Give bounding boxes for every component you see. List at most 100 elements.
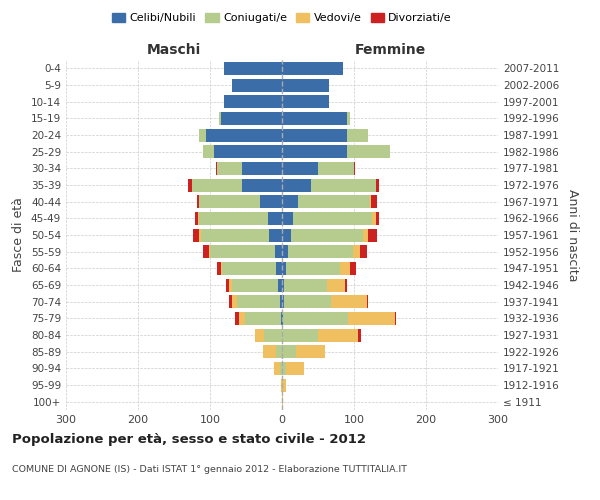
Bar — [242, 178, 282, 192]
Bar — [282, 178, 311, 192]
Bar — [199, 128, 206, 141]
Bar — [282, 145, 347, 158]
Bar — [278, 278, 282, 291]
Bar — [298, 195, 370, 208]
Bar — [340, 262, 350, 275]
Bar — [206, 128, 282, 141]
Bar — [209, 245, 210, 258]
Bar — [282, 112, 347, 125]
Bar — [354, 162, 355, 175]
Bar — [358, 328, 361, 342]
Bar — [350, 262, 356, 275]
Bar — [290, 228, 362, 241]
Bar — [282, 312, 283, 325]
Y-axis label: Fasce di età: Fasce di età — [13, 198, 25, 272]
Bar — [347, 145, 390, 158]
Text: Popolazione per età, sesso e stato civile - 2012: Popolazione per età, sesso e stato civil… — [12, 432, 366, 446]
Bar — [282, 212, 293, 225]
Bar — [328, 278, 346, 291]
Bar — [236, 295, 280, 308]
Bar — [282, 245, 288, 258]
Bar — [346, 278, 347, 291]
Bar — [293, 212, 372, 225]
Bar — [280, 295, 282, 308]
Bar — [274, 362, 280, 375]
Bar — [188, 178, 192, 192]
Bar — [269, 228, 282, 241]
Bar — [282, 295, 284, 308]
Bar — [260, 195, 282, 208]
Bar — [226, 278, 229, 291]
Bar — [263, 345, 276, 358]
Bar — [220, 112, 221, 125]
Bar — [210, 245, 275, 258]
Bar — [197, 195, 199, 208]
Bar — [229, 295, 232, 308]
Bar — [296, 345, 325, 358]
Bar — [347, 128, 368, 141]
Bar — [224, 62, 282, 75]
Bar — [239, 312, 245, 325]
Bar — [368, 228, 377, 241]
Bar — [282, 95, 329, 108]
Bar — [283, 312, 348, 325]
Bar — [311, 178, 376, 192]
Bar — [372, 212, 376, 225]
Bar — [376, 212, 379, 225]
Bar — [199, 228, 200, 241]
Bar — [281, 378, 282, 392]
Bar — [347, 112, 350, 125]
Legend: Celibi/Nubili, Coniugati/e, Vedovi/e, Divorziati/e: Celibi/Nubili, Coniugati/e, Vedovi/e, Di… — [107, 8, 457, 28]
Bar — [199, 212, 268, 225]
Bar — [221, 112, 282, 125]
Bar — [232, 278, 278, 291]
Bar — [282, 62, 343, 75]
Bar — [348, 312, 395, 325]
Bar — [192, 178, 242, 192]
Bar — [203, 245, 209, 258]
Bar — [370, 195, 371, 208]
Bar — [282, 162, 318, 175]
Bar — [217, 262, 221, 275]
Bar — [282, 278, 284, 291]
Bar — [232, 295, 236, 308]
Bar — [229, 278, 232, 291]
Bar — [282, 378, 283, 392]
Bar — [235, 312, 239, 325]
Bar — [195, 212, 199, 225]
Bar — [268, 212, 282, 225]
Bar — [200, 228, 269, 241]
Bar — [284, 278, 328, 291]
Bar — [276, 262, 282, 275]
Text: Femmine: Femmine — [355, 42, 425, 56]
Bar — [222, 262, 276, 275]
Bar — [217, 162, 242, 175]
Bar — [353, 245, 360, 258]
Bar — [282, 345, 296, 358]
Bar — [256, 328, 264, 342]
Bar — [221, 262, 222, 275]
Bar — [281, 312, 282, 325]
Bar — [371, 195, 377, 208]
Bar — [280, 362, 282, 375]
Bar — [242, 162, 282, 175]
Bar — [284, 295, 331, 308]
Bar — [360, 245, 367, 258]
Bar — [232, 78, 282, 92]
Y-axis label: Anni di nascita: Anni di nascita — [566, 188, 579, 281]
Bar — [264, 328, 282, 342]
Bar — [245, 312, 281, 325]
Bar — [362, 228, 368, 241]
Bar — [282, 228, 290, 241]
Bar — [282, 328, 318, 342]
Bar — [275, 245, 282, 258]
Bar — [276, 345, 282, 358]
Bar — [282, 78, 329, 92]
Bar — [214, 145, 282, 158]
Bar — [224, 95, 282, 108]
Bar — [286, 262, 340, 275]
Bar — [318, 162, 354, 175]
Bar — [376, 178, 379, 192]
Bar — [283, 378, 286, 392]
Bar — [199, 195, 260, 208]
